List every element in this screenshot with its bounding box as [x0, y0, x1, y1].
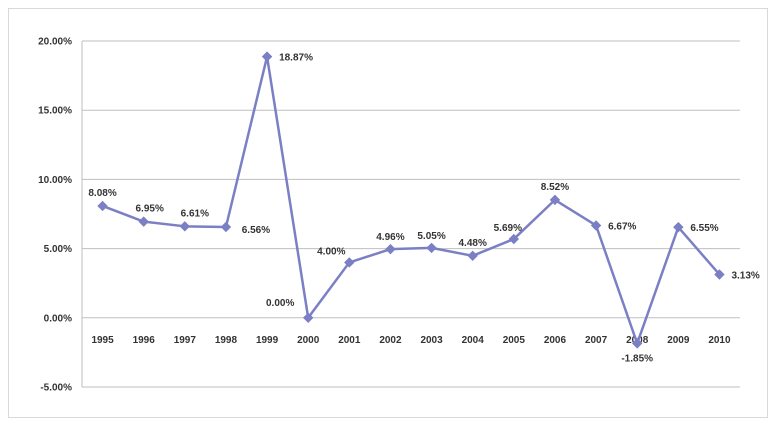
- chart-frame: [8, 8, 768, 418]
- x-tick-label: 1996: [133, 335, 156, 346]
- data-point: [426, 242, 437, 254]
- x-axis-ticks: 1995 1996 1997 1998 1999 2000 2001 2002 2003 2004…: [91, 335, 731, 346]
- data-labels: 8.08% 6.95% 6.61% 6.56% 18.87% 0.00% 4.00% 4.96…: [88, 53, 760, 365]
- data-label: 4.96%: [376, 232, 404, 243]
- y-tick-label: 10.00%: [38, 175, 72, 186]
- data-label: 6.95%: [136, 204, 164, 215]
- data-label: 5.05%: [417, 231, 445, 242]
- x-tick-label: 2006: [544, 335, 567, 346]
- y-tick-label: 5.00%: [44, 244, 72, 255]
- series-path: [102, 55, 721, 345]
- x-tick-label: 2007: [585, 335, 608, 346]
- data-label: 4.00%: [317, 246, 345, 257]
- data-point: [138, 216, 149, 227]
- x-tick-label: 1998: [215, 335, 238, 346]
- data-point: [385, 243, 396, 255]
- data-point: [673, 221, 684, 233]
- y-tick-label: 20.00%: [38, 37, 72, 48]
- x-tick-label: 1997: [174, 335, 197, 346]
- data-label: 6.67%: [608, 221, 636, 232]
- data-label: 6.55%: [690, 223, 718, 234]
- x-tick-label: 1995: [91, 335, 114, 346]
- y-axis-ticks: -5.00% 0.00% 5.00% 10.00% 15.00% 20.00%: [38, 37, 72, 394]
- x-tick-label: 2010: [708, 335, 731, 346]
- x-tick-label: 2000: [297, 335, 320, 346]
- data-label: 6.61%: [181, 208, 209, 219]
- data-label: 6.56%: [242, 225, 270, 236]
- data-point: [179, 221, 191, 232]
- x-tick-label: 2003: [420, 335, 443, 346]
- x-tick-label: 1999: [256, 335, 279, 346]
- data-label: 5.69%: [494, 223, 522, 234]
- gridlines: [81, 40, 740, 388]
- x-tick-label: 2009: [667, 335, 690, 346]
- x-tick-label: 2002: [379, 335, 402, 346]
- y-tick-label: 0.00%: [44, 313, 72, 324]
- data-label: 8.52%: [541, 182, 569, 193]
- data-point: [631, 338, 643, 349]
- data-point: [302, 312, 314, 324]
- data-point: [261, 51, 273, 62]
- data-point: [467, 250, 478, 262]
- x-tick-label: 2001: [338, 335, 361, 346]
- data-point: [344, 257, 355, 268]
- data-point: [97, 200, 108, 212]
- data-point: [220, 221, 232, 233]
- data-point: [590, 220, 602, 231]
- data-label: 8.08%: [88, 188, 116, 199]
- data-label: -1.85%: [621, 353, 653, 364]
- data-point: [549, 194, 561, 206]
- data-point: [508, 233, 520, 245]
- data-label: 4.48%: [459, 238, 487, 249]
- data-point: [714, 269, 725, 280]
- data-label: 3.13%: [731, 270, 759, 281]
- x-tick-label: 2004: [462, 335, 485, 346]
- data-label: 18.87%: [279, 53, 313, 64]
- y-tick-label: 15.00%: [38, 106, 72, 117]
- x-tick-label: 2005: [503, 335, 526, 346]
- series-line: [97, 51, 725, 349]
- data-label: 0.00%: [266, 298, 294, 309]
- y-tick-label: -5.00%: [40, 383, 72, 394]
